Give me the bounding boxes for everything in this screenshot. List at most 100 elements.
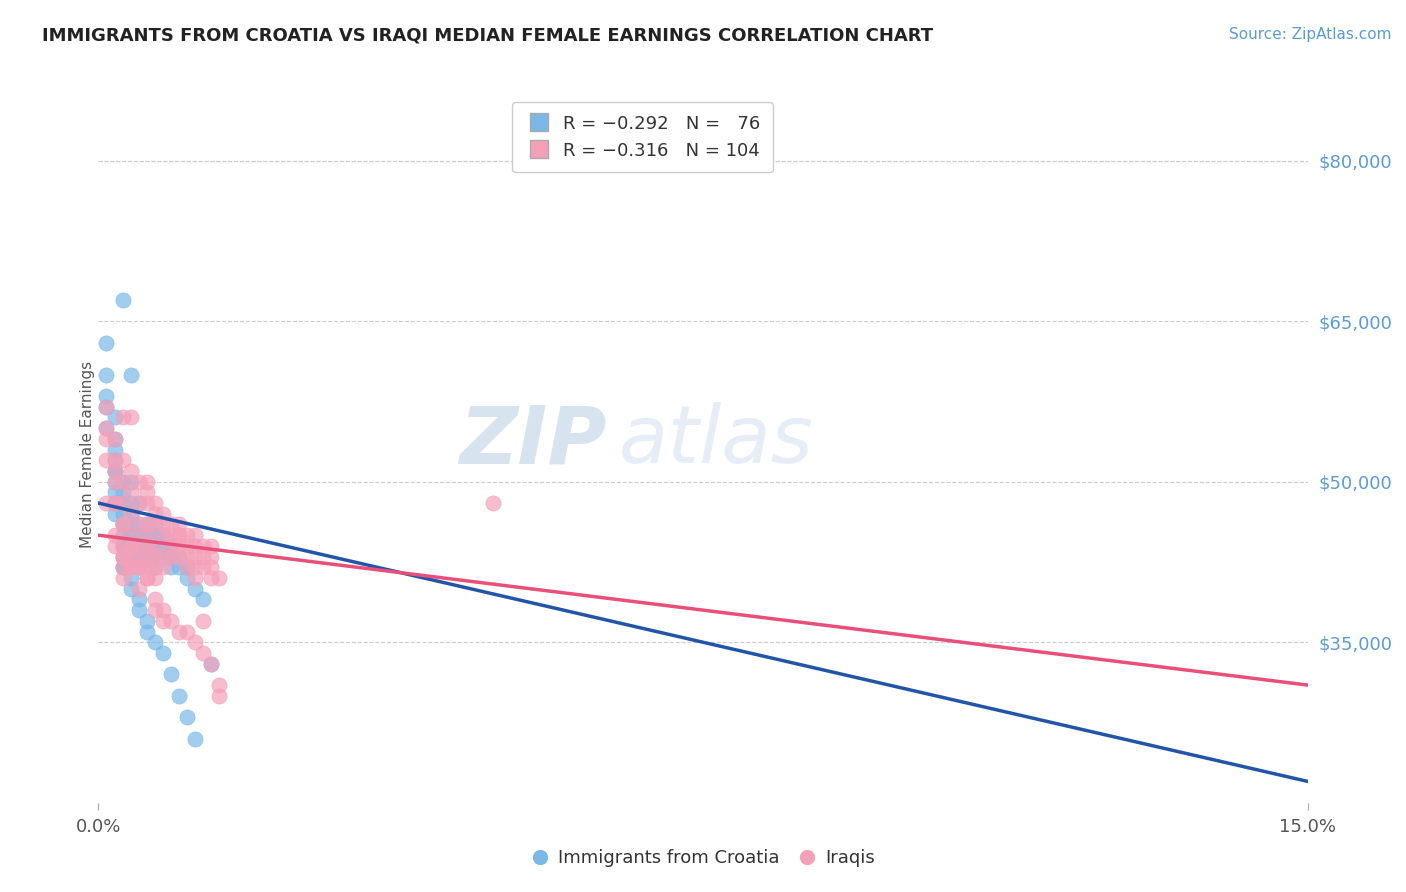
Point xyxy=(128,475,150,489)
Point xyxy=(120,539,142,553)
Point xyxy=(96,335,118,350)
Point xyxy=(135,528,157,542)
Point xyxy=(135,624,157,639)
Point xyxy=(103,410,125,425)
Point xyxy=(135,539,157,553)
Point xyxy=(96,368,118,382)
Point xyxy=(120,410,142,425)
Point xyxy=(111,539,134,553)
Point xyxy=(103,507,125,521)
Point xyxy=(120,560,142,574)
Point xyxy=(184,539,207,553)
Point xyxy=(120,485,142,500)
Point xyxy=(193,592,215,607)
Point xyxy=(135,549,157,564)
Point xyxy=(176,539,198,553)
Point xyxy=(135,614,157,628)
Point xyxy=(143,528,166,542)
Point xyxy=(152,560,174,574)
Point xyxy=(152,517,174,532)
Point xyxy=(103,485,125,500)
Point xyxy=(135,485,157,500)
Point xyxy=(135,571,157,585)
Point xyxy=(128,549,150,564)
Point xyxy=(128,560,150,574)
Legend: Immigrants from Croatia, Iraqis: Immigrants from Croatia, Iraqis xyxy=(524,842,882,874)
Point xyxy=(128,592,150,607)
Point xyxy=(111,549,134,564)
Point xyxy=(120,464,142,478)
Point xyxy=(167,528,190,542)
Point xyxy=(160,560,183,574)
Point xyxy=(128,528,150,542)
Point xyxy=(135,528,157,542)
Point xyxy=(200,657,222,671)
Point xyxy=(103,464,125,478)
Point xyxy=(184,571,207,585)
Point xyxy=(193,560,215,574)
Point xyxy=(176,528,198,542)
Point xyxy=(128,496,150,510)
Point xyxy=(111,549,134,564)
Point xyxy=(111,539,134,553)
Point xyxy=(128,560,150,574)
Point xyxy=(152,528,174,542)
Point xyxy=(152,539,174,553)
Point xyxy=(120,539,142,553)
Point xyxy=(152,549,174,564)
Point xyxy=(120,549,142,564)
Point xyxy=(111,496,134,510)
Point xyxy=(135,560,157,574)
Point xyxy=(143,560,166,574)
Point xyxy=(160,667,183,681)
Point xyxy=(167,528,190,542)
Point xyxy=(208,689,231,703)
Point xyxy=(184,549,207,564)
Point xyxy=(200,657,222,671)
Point xyxy=(111,475,134,489)
Point xyxy=(135,571,157,585)
Point xyxy=(176,560,198,574)
Point xyxy=(120,571,142,585)
Point xyxy=(176,571,198,585)
Point xyxy=(111,496,134,510)
Point xyxy=(152,614,174,628)
Point xyxy=(103,453,125,467)
Point xyxy=(96,453,118,467)
Point xyxy=(160,539,183,553)
Point xyxy=(200,539,222,553)
Point xyxy=(96,432,118,446)
Point xyxy=(103,496,125,510)
Point xyxy=(184,560,207,574)
Point xyxy=(167,539,190,553)
Point xyxy=(120,539,142,553)
Point xyxy=(103,432,125,446)
Point xyxy=(103,496,125,510)
Point xyxy=(135,517,157,532)
Point xyxy=(160,517,183,532)
Point xyxy=(128,539,150,553)
Point xyxy=(143,539,166,553)
Point xyxy=(120,475,142,489)
Point xyxy=(176,624,198,639)
Point xyxy=(120,507,142,521)
Point xyxy=(160,614,183,628)
Point xyxy=(111,517,134,532)
Point xyxy=(135,539,157,553)
Point xyxy=(111,475,134,489)
Point xyxy=(167,549,190,564)
Point xyxy=(128,517,150,532)
Point xyxy=(111,517,134,532)
Point xyxy=(111,539,134,553)
Point xyxy=(143,560,166,574)
Point xyxy=(111,517,134,532)
Point xyxy=(111,507,134,521)
Point xyxy=(103,464,125,478)
Point xyxy=(143,635,166,649)
Point xyxy=(111,549,134,564)
Point xyxy=(103,539,125,553)
Point xyxy=(96,496,118,510)
Point xyxy=(167,624,190,639)
Point xyxy=(120,517,142,532)
Point xyxy=(128,560,150,574)
